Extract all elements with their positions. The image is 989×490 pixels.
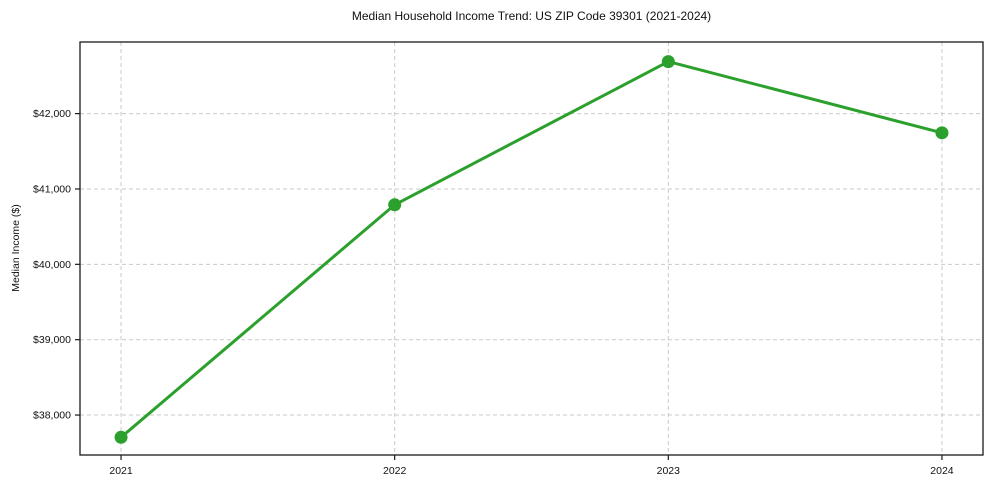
tick-labels: $38,000 $39,000 $40,000 $41,000 $42,000 2021 2… (33, 108, 954, 477)
chart-title: Median Household Income Trend: US ZIP Co… (351, 9, 712, 23)
y-tick-label: $40,000 (33, 259, 71, 271)
data-point-2021 (114, 430, 128, 444)
data-point-2023 (661, 55, 675, 69)
plot-border (79, 41, 984, 456)
y-tick-label: $38,000 (33, 410, 71, 422)
gridlines (80, 42, 983, 455)
x-tick-label: 2023 (657, 465, 681, 477)
x-tick-label: 2021 (109, 465, 133, 477)
data-point-2024 (935, 126, 949, 140)
x-tick-label: 2022 (383, 465, 407, 477)
y-tick-label: $41,000 (33, 183, 71, 195)
x-tick-label: 2024 (930, 465, 954, 477)
y-tick-label: $42,000 (33, 108, 71, 120)
trend-line (119, 60, 944, 439)
axis-ticks (75, 112, 943, 460)
data-point-2022 (388, 198, 402, 212)
y-tick-label: $39,000 (33, 334, 71, 346)
series-group (114, 55, 949, 444)
